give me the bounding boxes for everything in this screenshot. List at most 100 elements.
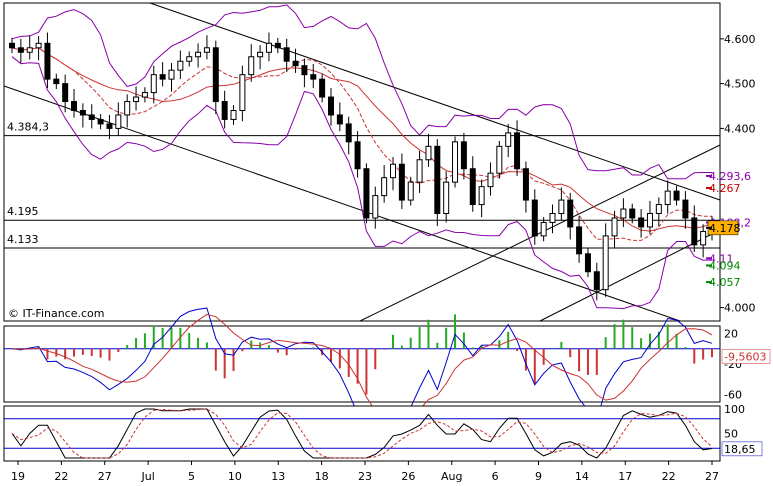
price-frame: [3, 2, 721, 322]
candle-body: [345, 123, 352, 143]
candle-body: [327, 96, 334, 116]
macd-panel: 20-20-60-9,5603: [3, 307, 771, 444]
candle-body: [248, 56, 255, 76]
candle-body: [53, 78, 60, 85]
trend-line: [539, 229, 721, 322]
candle-body: [310, 74, 317, 80]
trend-line: [149, 2, 721, 201]
y-tick-label: 4.500: [724, 78, 756, 91]
stoch-tick-label: 100: [724, 403, 745, 416]
candle-body: [469, 168, 476, 206]
candle-body: [496, 145, 503, 174]
candle-body: [593, 271, 600, 291]
stoch-plot: 100 50 18,65: [4, 403, 763, 459]
candle-body: [522, 168, 529, 201]
x-tick-label: 13: [271, 470, 285, 483]
candle-body: [265, 42, 272, 53]
x-tick-label: Jul: [140, 470, 154, 483]
price-tag-label: 4.057: [709, 276, 741, 289]
price-tag-label: 4.267: [709, 182, 741, 195]
level-label: 4.133: [7, 233, 39, 246]
macd-plot: 20-20-60-9,5603: [4, 307, 771, 444]
candle-body: [460, 141, 467, 170]
candle-body: [9, 42, 15, 49]
candle-body: [655, 204, 662, 215]
candle-body: [407, 181, 414, 201]
candle-body: [478, 186, 485, 206]
candle-body: [221, 101, 228, 120]
stoch-panel: 100 50 18,65: [3, 403, 763, 462]
candle-body: [673, 190, 680, 201]
candle-body: [26, 47, 33, 53]
candle-body: [691, 217, 698, 246]
candle-body: [602, 235, 609, 291]
candle-body: [195, 51, 202, 58]
candle-body: [88, 114, 95, 120]
trend-line: [359, 144, 721, 322]
x-tick-label: 22: [662, 470, 676, 483]
lower-band: [11, 56, 712, 310]
candle-body: [620, 208, 627, 219]
candle-body: [682, 199, 689, 219]
candle-body: [150, 74, 157, 94]
candle-body: [425, 145, 432, 161]
bollinger-bands: [11, 4, 713, 310]
candle-body: [203, 47, 210, 53]
candle-body: [646, 213, 653, 228]
candle-body: [212, 47, 219, 103]
x-tick-label: 18: [315, 470, 329, 483]
candle-body: [292, 60, 299, 67]
candle-body: [115, 114, 122, 129]
candle-body: [584, 253, 591, 273]
price-tag-label: 4.293,6: [709, 170, 751, 183]
candle-body: [230, 109, 237, 120]
candle-body: [44, 42, 51, 80]
candle-body: [540, 221, 547, 237]
candle-body: [434, 145, 441, 215]
candle-body: [416, 159, 423, 183]
macd-signal-line: [11, 313, 713, 426]
price-axis: 4.600 4.500 4.400 4.000: [720, 33, 756, 315]
candle-body: [372, 195, 379, 219]
x-tick-label: 5: [188, 470, 195, 483]
candle-body: [124, 101, 131, 116]
moving-average-slow: [11, 47, 713, 232]
candle-body: [638, 217, 645, 228]
x-tick-label: 23: [358, 470, 372, 483]
x-tick-label: 22: [54, 470, 68, 483]
candle-body: [35, 42, 42, 49]
candle-body: [79, 109, 86, 116]
x-tick-label: 26: [401, 470, 415, 483]
watermark: © IT-Finance.com: [8, 307, 105, 320]
price-panel: 4.384,3 4.195 4.133 4.600 4.500 4.400 4.000 4…: [3, 2, 756, 322]
candle-body: [319, 78, 326, 98]
candle-body: [106, 123, 113, 129]
candle-body: [133, 96, 140, 103]
candle-body: [390, 163, 397, 179]
candle-body: [97, 118, 104, 125]
candle-body: [354, 141, 361, 170]
y-tick-label: 4.400: [724, 122, 756, 135]
candle-body: [239, 74, 246, 111]
candle-body: [17, 47, 24, 53]
x-axis: 19 22 27 Jul 5 10 13 18 23 26 Aug 6 9 14 17 22 27: [11, 461, 719, 483]
x-tick-label: 17: [618, 470, 632, 483]
candles: [9, 32, 715, 301]
level-label: 4.384,3: [7, 121, 49, 134]
price-levels: 4.384,3 4.195 4.133: [4, 121, 720, 249]
stoch-value-box: [721, 441, 763, 457]
x-tick-label: 19: [11, 470, 25, 483]
upper-band: [11, 4, 712, 180]
candle-body: [398, 163, 405, 201]
candle-body: [363, 168, 370, 219]
x-tick-label: 27: [98, 470, 112, 483]
candle-body: [186, 56, 193, 62]
candle-body: [487, 172, 494, 188]
candle-body: [177, 60, 184, 71]
x-tick-label: 14: [575, 470, 589, 483]
x-tick-label: 10: [228, 470, 242, 483]
level-label: 4.195: [7, 205, 39, 218]
x-tick-label: 27: [705, 470, 719, 483]
candle-body: [611, 217, 618, 237]
